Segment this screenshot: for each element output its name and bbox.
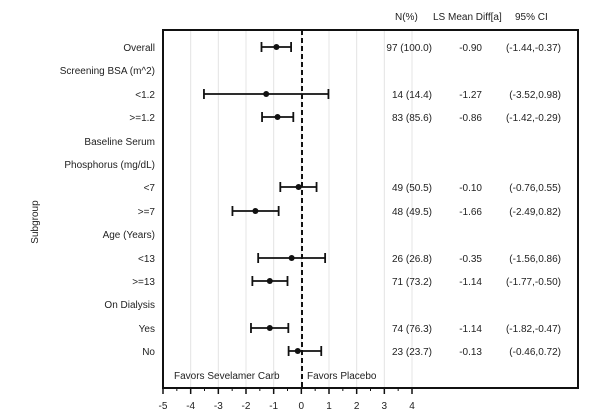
n-value: 23 (23.7) xyxy=(392,347,432,358)
point-estimate xyxy=(288,255,295,261)
mean-value: -1.66 xyxy=(459,207,482,218)
n-value: 74 (76.3) xyxy=(392,324,432,335)
x-tick-label: 4 xyxy=(409,401,415,412)
mean-value: -1.14 xyxy=(459,277,482,288)
point-estimate xyxy=(273,44,280,50)
ci-value: (-0.46,0.72) xyxy=(509,347,561,358)
row-label: <7 xyxy=(144,183,156,194)
x-tick-label: 3 xyxy=(382,401,388,412)
row-label: Screening BSA (m^2) xyxy=(60,66,155,77)
n-value: 48 (49.5) xyxy=(392,207,432,218)
mean-value: -0.86 xyxy=(459,113,482,124)
favors-right-label: Favors Placebo xyxy=(307,371,377,382)
row-label: >=13 xyxy=(132,277,155,288)
point-estimate xyxy=(252,208,259,214)
mean-value: -0.35 xyxy=(459,254,482,265)
row-label: <1.2 xyxy=(135,90,155,101)
row-label: Baseline Serum xyxy=(84,137,155,148)
ci-value: (-1.42,-0.29) xyxy=(506,113,561,124)
ci-value: (-1.77,-0.50) xyxy=(506,277,561,288)
ci-value: (-1.82,-0.47) xyxy=(506,324,561,335)
favors-left-label: Favors Sevelamer Carb xyxy=(174,371,280,382)
mean-value: -1.14 xyxy=(459,324,482,335)
row-label: Age (Years) xyxy=(103,230,155,241)
mean-value: -0.13 xyxy=(459,347,482,358)
point-estimate xyxy=(263,91,270,97)
column-header-mean: LS Mean Diff[a] xyxy=(433,12,502,23)
row-label: <13 xyxy=(138,254,155,265)
row-label: Phosphorus (mg/dL) xyxy=(64,160,155,171)
point-estimate xyxy=(274,114,281,120)
n-value: 97 (100.0) xyxy=(386,43,432,54)
n-value: 71 (73.2) xyxy=(392,277,432,288)
mean-value: -0.90 xyxy=(459,43,482,54)
point-estimate xyxy=(294,348,301,354)
n-value: 49 (50.5) xyxy=(392,183,432,194)
point-estimate xyxy=(295,184,302,190)
y-axis-label: Subgroup xyxy=(30,200,41,244)
ci-value: (-1.44,-0.37) xyxy=(506,43,561,54)
row-label: Overall xyxy=(123,43,155,54)
ci-value: (-2.49,0.82) xyxy=(509,207,561,218)
n-value: 26 (26.8) xyxy=(392,254,432,265)
ci-value: (-3.52,0.98) xyxy=(509,90,561,101)
mean-value: -0.10 xyxy=(459,183,482,194)
point-estimate xyxy=(266,278,273,284)
row-label: No xyxy=(142,347,155,358)
point-estimate xyxy=(266,325,273,331)
x-tick-label: 0 xyxy=(299,401,305,412)
row-label: >=7 xyxy=(138,207,156,218)
x-tick-label: -1 xyxy=(269,401,278,412)
mean-value: -1.27 xyxy=(459,90,482,101)
x-tick-label: -5 xyxy=(159,401,168,412)
ci-value: (-1.56,0.86) xyxy=(509,254,561,265)
x-tick-label: 2 xyxy=(354,401,360,412)
row-label: On Dialysis xyxy=(104,300,155,311)
x-tick-label: -4 xyxy=(186,401,195,412)
x-tick-label: 1 xyxy=(326,401,332,412)
x-tick-label: -2 xyxy=(242,401,251,412)
ci-value: (-0.76,0.55) xyxy=(509,183,561,194)
column-header-ci: 95% CI xyxy=(515,12,548,23)
n-value: 14 (14.4) xyxy=(392,90,432,101)
row-label: Yes xyxy=(139,324,155,335)
x-tick-label: -3 xyxy=(214,401,223,412)
row-label: >=1.2 xyxy=(129,113,155,124)
n-value: 83 (85.6) xyxy=(392,113,432,124)
column-header-n: N(%) xyxy=(395,12,418,23)
